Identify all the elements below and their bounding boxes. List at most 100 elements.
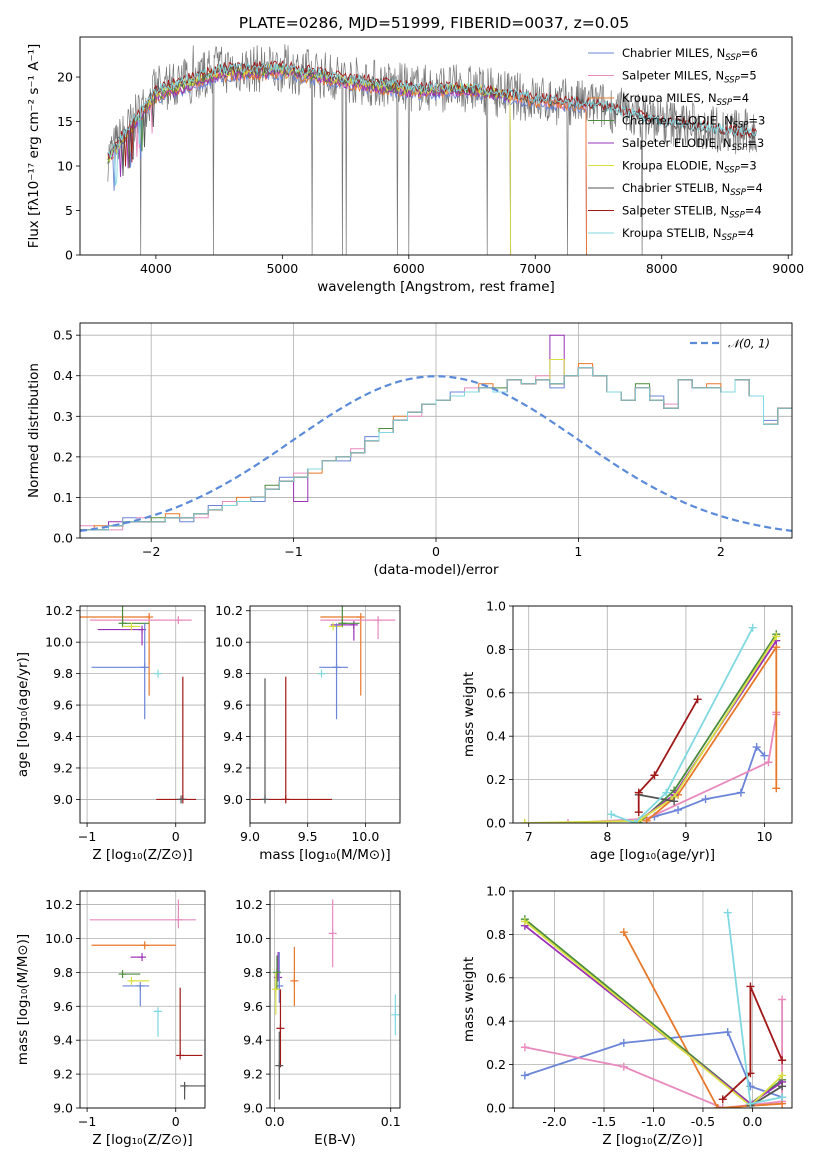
errorbar-point	[89, 899, 197, 929]
errorbar-point	[122, 981, 150, 1007]
weight-marker	[619, 928, 628, 937]
metallicity-age-panel: −1 0 9.0 9.2 9.4 9.6 9.8 10.0 10.2 Z [log₁₀(Z/Z⊙)…	[15, 603, 206, 863]
weight-series-line	[722, 986, 783, 1100]
weight-marker	[718, 1104, 727, 1108]
y-tick-label: 0.4	[486, 1014, 506, 1029]
y-tick-label: 9.6	[223, 698, 243, 713]
y-tick-label: 9.2	[223, 760, 243, 775]
x-tick-label: 0.0	[265, 1114, 285, 1129]
y-tick-label: 0.3	[53, 409, 73, 424]
y-tick-label: 9.4	[223, 729, 243, 744]
x-tick-label: 9.0	[240, 829, 260, 844]
weight-marker	[520, 917, 529, 926]
weight-marker	[723, 1028, 732, 1037]
y-tick-label: 9.6	[243, 999, 263, 1014]
errorbar-point	[290, 946, 299, 1007]
x-tick-label: 10	[757, 829, 773, 844]
residual-histogram-panel: −2 −1 0 1 2 0.0 0.1 0.2 0.3 0.4 0.5 (data-model)/er…	[26, 322, 793, 578]
histogram-steps	[80, 334, 792, 532]
y-tick-label: 9.4	[53, 1033, 73, 1048]
x-tick-label: 0	[432, 544, 440, 559]
weight-marker	[619, 1062, 628, 1071]
weight-marker	[674, 805, 683, 814]
y-tick-label: 9.6	[53, 698, 73, 713]
y-tick-label: 9.4	[53, 729, 73, 744]
histogram-series	[80, 367, 792, 531]
axes-frame	[79, 890, 206, 1109]
x-tick-label: 10.0	[351, 829, 379, 844]
weight-series-line	[524, 999, 783, 1108]
spectrum-title: PLATE=0286, MJD=51999, FIBERID=0037, z=0…	[239, 14, 629, 32]
weight-marker	[564, 819, 573, 823]
histogram-series	[80, 367, 792, 531]
legend-entry: Salpeter ELODIE, NSSP=3	[622, 136, 764, 153]
weight-marker	[713, 1104, 722, 1108]
y-tick-label: 10.2	[45, 897, 73, 912]
weight-marker	[778, 1093, 787, 1102]
x-tick-label: 2	[717, 544, 725, 559]
y-tick-label: 0.2	[486, 772, 506, 787]
y-tick-label: 0.6	[486, 970, 506, 985]
x-axis-label: wavelength [Angstrom, rest frame]	[317, 279, 555, 295]
metallicity-mass-weight-panel: -2.0 -1.5 -1.0 -0.5 0.0 0.0 0.2 0.4 0.6 0.8 1.0 Z […	[461, 884, 793, 1148]
weight-marker	[607, 810, 616, 819]
weight-marker	[760, 751, 769, 760]
errorbar-point	[89, 616, 192, 625]
metallicity-mass-panel: −1 0 9.0 9.2 9.4 9.6 9.8 10.0 10.2 Z [log₁₀(Z/Z⊙)…	[15, 890, 206, 1148]
spectrum-panel: 4000 5000 6000 7000 8000 9000 0 5 10 15 20 waveleng…	[26, 36, 804, 295]
y-tick-label: 9.0	[53, 792, 73, 807]
y-axis-label: mass [log₁₀(M/M⊙)]	[15, 934, 31, 1065]
weight-marker	[778, 1056, 787, 1065]
axes-frame	[79, 322, 793, 539]
weight-marker	[701, 795, 710, 804]
axes-frame	[79, 36, 793, 256]
legend-entry: 𝒩(0, 1)	[728, 337, 770, 351]
errorbar-point	[391, 994, 400, 1036]
weight-marker	[634, 808, 643, 817]
y-tick-label: 9.6	[53, 999, 73, 1014]
y-tick-label: 0.4	[53, 368, 73, 383]
x-tick-label: -0.5	[691, 1114, 715, 1129]
spectrum-lines	[107, 44, 758, 255]
x-tick-label: −1	[284, 544, 302, 559]
errorbar-point	[177, 795, 186, 804]
x-tick-label: 8	[603, 829, 611, 844]
weight-series-line	[567, 712, 778, 823]
y-tick-label: 0.8	[486, 927, 506, 942]
errorbar-point	[276, 989, 285, 1068]
y-tick-label: 9.0	[223, 792, 243, 807]
y-tick-label: 0.8	[486, 642, 506, 657]
x-tick-label: -1.0	[641, 1114, 665, 1129]
y-tick-label: 10.0	[215, 635, 243, 650]
legend-entry: Salpeter MILES, NSSP=5	[622, 69, 757, 86]
y-tick-label: 0.6	[486, 685, 506, 700]
weight-series-line	[623, 931, 783, 1108]
errorbar-point	[261, 678, 269, 804]
y-tick-label: 0.1	[53, 490, 73, 505]
y-tick-label: 10.0	[45, 635, 73, 650]
ebv-mass-panel: 0.0 0.1 9.0 9.2 9.4 9.6 9.8 10.0 10.2 E(B-V)	[235, 890, 401, 1148]
errorbar-point	[154, 669, 163, 678]
weight-marker	[723, 908, 732, 917]
x-tick-label: 7000	[519, 261, 551, 276]
legend-entry: Salpeter STELIB, NSSP=4	[622, 204, 762, 221]
errorbar-point	[329, 622, 343, 631]
weight-marker	[752, 743, 761, 752]
legend-entry: Kroupa STELIB, NSSP=4	[622, 226, 754, 243]
errorbar-points	[271, 899, 400, 1100]
legend-entry: Chabrier ELODIE, NSSP=3	[622, 114, 765, 131]
y-tick-label: 20	[57, 70, 73, 85]
errorbar-point	[130, 953, 147, 962]
y-tick-label: 10.2	[215, 603, 243, 618]
weight-series-line	[646, 644, 778, 822]
x-axis-label: age [log₁₀(age/yr)]	[590, 847, 715, 863]
axes-frame	[269, 890, 401, 1109]
x-tick-label: 1	[574, 544, 582, 559]
y-axis-label: mass weight	[461, 957, 477, 1042]
x-axis-label: Z [log₁₀(Z/Z⊙)]	[92, 847, 192, 863]
weight-series-line	[726, 912, 783, 1105]
y-tick-label: 9.2	[53, 1067, 73, 1082]
axes-frame	[512, 890, 793, 1109]
weight-marker	[520, 1071, 529, 1080]
x-tick-label: -1.5	[592, 1114, 616, 1129]
